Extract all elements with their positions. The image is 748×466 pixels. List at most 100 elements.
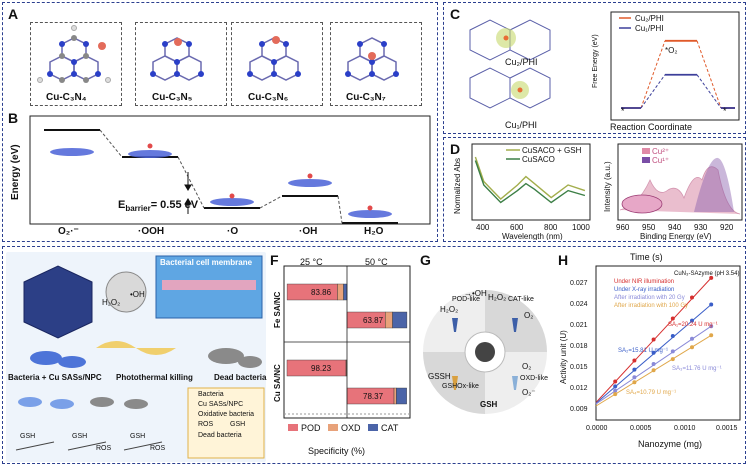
energy-connector-1 — [99, 129, 123, 158]
barrier-label: Ebarrier= 0.55 eV — [118, 199, 199, 213]
h-ylabel: Activity unit (U) — [559, 330, 568, 384]
h-point-4-5 — [690, 345, 694, 350]
state-label-2: ·OOH — [138, 226, 165, 237]
row-label-cu: Cu SA/NC — [273, 364, 282, 402]
h-legend-3: After irradiation with 20 Gy — [614, 295, 685, 301]
sa-label-3: SA₃=11.76 U mg⁻¹ — [672, 366, 722, 372]
oh-label: •OH — [130, 290, 145, 299]
xps-xlabel: Binding Energy (eV) — [640, 232, 712, 240]
panel-c-frame — [443, 2, 746, 134]
membrane-label: Bacterial cell membrane — [160, 258, 253, 267]
g-bl-1: GSSH — [428, 372, 451, 381]
energy-diagram: Energy (eV) Ebarrier= 0.55 eV — [10, 115, 431, 225]
h-point-3-4 — [670, 349, 675, 354]
xps-axes-frame — [617, 143, 743, 221]
spec-xlabel: Specificity (%) — [308, 446, 365, 456]
g-br-3: O₂⁻ — [522, 388, 536, 397]
h-point-3-6 — [709, 324, 714, 329]
spec-data-label-2: 98.23 — [311, 364, 332, 373]
sa-label-4: SA₄=10.79 U mg⁻¹ — [626, 390, 676, 396]
xps-legend-text-cu1: Cu¹⁺ — [652, 156, 669, 165]
energy-connector-4 — [337, 195, 343, 224]
uv-ylabel: Normalized Abs — [453, 158, 462, 214]
fe-connector-1-1 — [640, 74, 666, 109]
g-tl-1: H₂O₂ — [440, 305, 459, 314]
fe-connector-0-2 — [696, 40, 722, 109]
structure-label-3: Cu-C₃N₆ — [248, 92, 289, 103]
gsh-label-3: GSH — [130, 433, 146, 440]
h-point-2-1 — [613, 384, 618, 389]
h-xtick-2: 0.0005 — [630, 425, 652, 432]
h-point-1-6 — [709, 275, 714, 280]
spec-bar-oxd-3 — [393, 387, 397, 405]
panel-c-label: C — [450, 6, 461, 22]
legend-item-1: Bacteria — [198, 391, 224, 398]
uv-xlabel: Wavelength (nm) — [502, 232, 563, 240]
spec-bar-oxd-1 — [385, 311, 393, 329]
struct-label-cu1: Cu₁/PHI — [505, 120, 538, 130]
dead-bacteria-label: Dead bacteria — [214, 373, 267, 382]
xps-legend-swatch-cu1 — [642, 157, 650, 163]
spec-bar-cat-1 — [392, 311, 408, 329]
panel-d-label: D — [450, 141, 461, 157]
panel-b-label: B — [8, 110, 19, 126]
legend-swatch-oxd — [328, 424, 338, 431]
xps-xtick-2: 950 — [642, 223, 656, 232]
fe-ylabel: Free Energy (eV) — [592, 34, 599, 88]
state-label-4: ·OH — [299, 226, 318, 237]
panel-bottom-frame — [2, 246, 746, 464]
xps-cu1-peak — [694, 157, 734, 212]
spec-data-label-3: 78.37 — [363, 392, 384, 401]
fe-connector-1-2 — [696, 74, 722, 109]
photothermal-label: Photothermal killing — [116, 373, 193, 382]
legend-text-cu1: Cu₁/PHI — [635, 24, 663, 33]
xps-inset-art — [621, 194, 663, 214]
structure-label-1: Cu-C₃N₄ — [46, 92, 87, 103]
h-point-4-4 — [670, 357, 675, 362]
structure-label-4: Cu-C₃N₇ — [346, 92, 386, 103]
h-point-2-4 — [670, 334, 675, 338]
fe-xlabel: Reaction Coordinate — [610, 122, 693, 132]
adsorbate-structures — [50, 148, 392, 218]
xps-xtick-3: 940 — [668, 223, 682, 232]
temp-label-50: 50 °C — [365, 257, 388, 267]
h-point-1-2 — [632, 358, 637, 363]
h-point-3-1 — [613, 388, 618, 393]
h-point-1-5 — [690, 295, 694, 300]
xps-xtick-4: 930 — [694, 223, 708, 232]
struct-label-cu2: Cu₂/PHI — [505, 57, 538, 67]
xps-xtick-1: 960 — [616, 223, 630, 232]
temp-label-25: 25 °C — [300, 257, 323, 267]
state-label-3: ·O — [227, 226, 239, 237]
state-label-5: H₂O — [364, 226, 384, 237]
legend-swatch-pod — [288, 424, 298, 431]
g-bl-3: GSH — [480, 400, 498, 409]
h-legend-4: After irradiation with 100 Gy — [614, 303, 688, 309]
structure-box-3 — [231, 22, 323, 106]
legend-swatch-cat — [368, 424, 378, 431]
uv-xtick-3: 800 — [544, 223, 558, 232]
h-ytick-7: 0.009 — [570, 406, 588, 413]
h-ytick-6: 0.012 — [570, 385, 588, 392]
g-tr-1: H₂O₂ — [488, 293, 507, 302]
h-point-2-3 — [651, 350, 656, 355]
structure-label-2: Cu-C₃N₅ — [152, 92, 193, 103]
xps-chart: Intensity (a.u.) Cu²⁺ Cu¹⁺ 960 950 940 9… — [603, 143, 743, 240]
uv-series-2 — [474, 160, 586, 204]
spec-bar-oxd-0 — [337, 283, 344, 301]
uv-legend-text-1: CuSACO + GSH — [522, 146, 582, 155]
legend-text-cu2: Cu₂/PHI — [635, 14, 664, 23]
spec-bar-cat-3 — [396, 387, 407, 405]
spec-bar-cat-0 — [343, 283, 348, 301]
h2o2-label: H₂O₂ — [102, 298, 121, 307]
h-point-3-2 — [632, 375, 637, 380]
h-ytick-2: 0.024 — [570, 301, 588, 308]
h-point-4-3 — [651, 368, 656, 373]
bacteria-sas-label: Bacteria + Cu SASs/NPC — [8, 373, 102, 382]
h-ytick-4: 0.018 — [570, 343, 588, 350]
uv-series-1 — [474, 156, 586, 200]
gsh-label-1: GSH — [20, 433, 36, 440]
antibacterial-schematic — [6, 252, 266, 462]
free-energy-chart: Free Energy (eV) Cu₂/PHI Cu₁/PHI *O₂ * * — [592, 11, 740, 121]
panel-g-label: G — [420, 252, 431, 268]
